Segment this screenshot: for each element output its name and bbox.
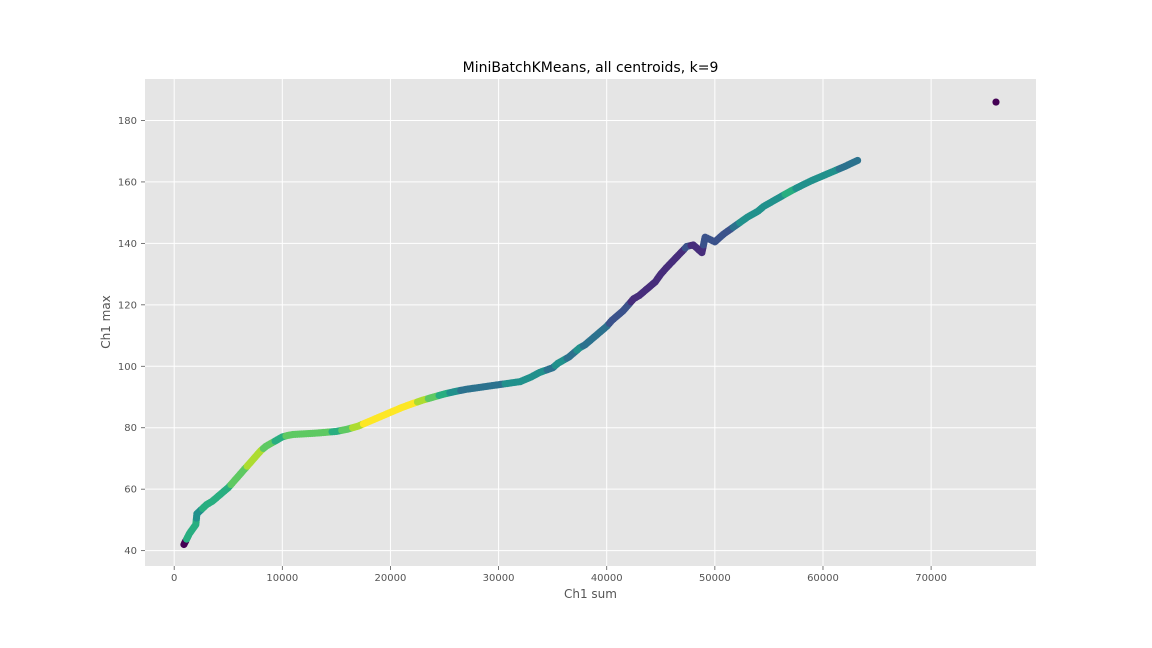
y-tick-label: 80 — [124, 423, 137, 434]
y-tick-label: 120 — [118, 300, 137, 311]
y-tick-label: 100 — [118, 362, 137, 373]
y-tick-label: 140 — [118, 239, 137, 250]
data-point — [992, 98, 1000, 106]
x-tick-label: 70000 — [915, 573, 947, 584]
x-tick-label: 20000 — [375, 573, 407, 584]
grid — [145, 79, 1036, 566]
y-tick-label: 40 — [124, 546, 137, 557]
plot-background — [145, 79, 1036, 566]
x-tick-label: 0 — [171, 573, 177, 584]
data-point — [853, 156, 862, 165]
x-tick-label: 40000 — [591, 573, 623, 584]
data-points — [180, 98, 1000, 549]
x-tick-label: 30000 — [483, 573, 515, 584]
y-tick-label: 160 — [118, 177, 137, 188]
x-tick-label: 10000 — [266, 573, 298, 584]
x-tick-label: 50000 — [699, 573, 731, 584]
chart-title: MiniBatchKMeans, all centroids, k=9 — [463, 60, 719, 76]
y-ticks: 40 60 80 100 120 140 160 180 — [118, 116, 145, 557]
y-tick-label: 180 — [118, 116, 137, 127]
x-tick-label: 60000 — [807, 573, 839, 584]
x-ticks: 0 10000 20000 30000 40000 50000 60000 70000 — [171, 566, 947, 584]
y-tick-label: 60 — [124, 485, 137, 496]
x-axis-label: Ch1 sum — [564, 587, 617, 601]
y-axis-label: Ch1 max — [99, 295, 113, 349]
